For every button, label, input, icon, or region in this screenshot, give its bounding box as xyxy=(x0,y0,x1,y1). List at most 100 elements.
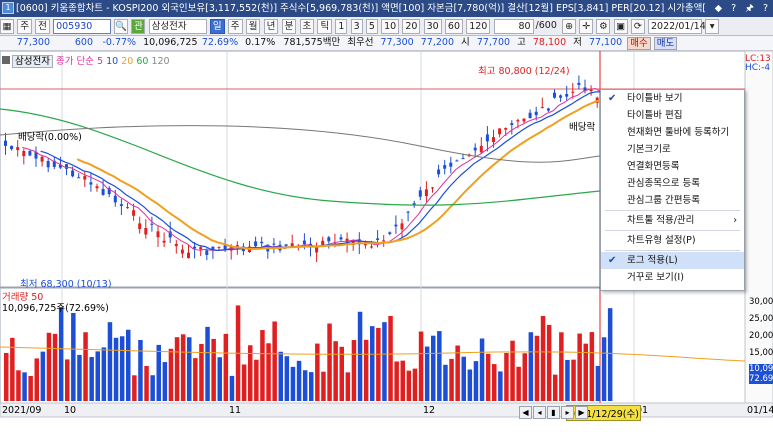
period-second[interactable]: 초 xyxy=(299,19,315,34)
volume-bar xyxy=(199,343,204,401)
volume-bar xyxy=(278,351,283,401)
ma20-line xyxy=(76,98,603,251)
volume-bar xyxy=(248,345,253,401)
nav-pause-icon[interactable]: ▮ xyxy=(547,406,560,419)
menu-item-add-watchlist[interactable]: 관심종목으로 등록 xyxy=(601,175,744,192)
volume-bar xyxy=(138,340,143,401)
menu-item-default-size[interactable]: 기본크기로 xyxy=(601,141,744,158)
refresh-icon[interactable]: ⟳ xyxy=(630,19,645,34)
x-axis-label-3: 12 xyxy=(423,405,436,416)
candle-body xyxy=(443,165,447,169)
menu-label: 관심종목으로 등록 xyxy=(627,178,700,189)
candle-body xyxy=(150,223,154,225)
volume-bar xyxy=(65,359,70,401)
chart-nav-buttons: ◀ ◂ ▮ ▸ ▶ xyxy=(519,406,589,419)
display-count-input[interactable]: 80 xyxy=(493,19,534,34)
interval-60[interactable]: 60 xyxy=(444,19,464,34)
menu-item-chart-tools[interactable]: 차트툴 적용/관리 › xyxy=(601,212,744,229)
interval-5[interactable]: 5 xyxy=(365,19,378,34)
volume-bar xyxy=(296,360,302,401)
menu-label: 차트툴 적용/관리 xyxy=(627,215,695,226)
volume-bar xyxy=(174,337,180,401)
chart-menu-icon[interactable]: ▦ xyxy=(0,19,14,34)
interval-3[interactable]: 3 xyxy=(350,19,363,34)
volume-axis-1: 25,000 xyxy=(749,314,773,324)
menu-label: 타이틀바 보기 xyxy=(627,93,683,104)
buy-button[interactable]: 매수 xyxy=(627,37,651,50)
window-controls[interactable]: ◆ ? 🖈 ? xyxy=(710,0,771,17)
volume-bar xyxy=(583,343,588,401)
nav-prev-icon[interactable]: ◂ xyxy=(533,406,546,419)
candle-body xyxy=(28,150,32,156)
stock-code-input[interactable]: 005930 xyxy=(53,19,112,34)
period-tick[interactable]: 틱 xyxy=(317,19,333,34)
interval-1[interactable]: 1 xyxy=(335,19,348,34)
calendar-icon[interactable]: ▾ xyxy=(705,19,720,34)
menu-item-invert[interactable]: 거꾸로 보기(I) xyxy=(601,269,744,286)
volume-bar xyxy=(510,340,515,401)
candle-body xyxy=(199,247,203,250)
volume-bar xyxy=(71,313,76,401)
volume-bar xyxy=(211,338,216,401)
interval-20[interactable]: 20 xyxy=(402,19,421,34)
date-input[interactable]: 2022/01/14 xyxy=(648,19,706,34)
favorite-icon[interactable]: 관 xyxy=(131,19,146,34)
candle-body xyxy=(449,162,453,167)
interval-10[interactable]: 10 xyxy=(381,19,400,34)
interval-30[interactable]: 30 xyxy=(423,19,442,34)
save-icon[interactable]: ▣ xyxy=(613,19,628,34)
price-change: 600 xyxy=(74,37,94,48)
candle-body xyxy=(290,243,294,247)
volume-bar xyxy=(516,366,521,401)
menu-item-titlebar-show[interactable]: ✔ 타이틀바 보기 xyxy=(601,90,744,107)
period-year[interactable]: 년 xyxy=(263,19,279,34)
volume-ma-line xyxy=(0,346,746,362)
x-axis-bar xyxy=(0,402,773,418)
period-day[interactable]: 일 xyxy=(209,19,225,34)
stock-name-field[interactable]: 삼성전자 xyxy=(148,19,207,34)
volume-bar xyxy=(126,329,131,401)
candle-body xyxy=(455,160,459,162)
candle-body xyxy=(174,243,178,247)
volume-bar xyxy=(89,357,94,401)
nav-first-icon[interactable]: ◀ xyxy=(519,406,532,419)
menu-item-chart-type[interactable]: 차트유형 설정(P) xyxy=(601,232,744,249)
sell-button[interactable]: 매도 xyxy=(653,37,678,50)
nav-last-icon[interactable]: ▶ xyxy=(575,406,588,419)
volume-value: 10,096,725 xyxy=(143,37,198,48)
legend-handle-icon[interactable] xyxy=(2,56,10,64)
period-type-select[interactable]: 주 xyxy=(17,19,32,34)
menu-item-titlebar-edit[interactable]: 타이틀바 편집 xyxy=(601,107,744,124)
market-select[interactable]: 전 xyxy=(35,19,50,34)
volume-legend: 거래량 50 xyxy=(2,289,43,303)
dividend-left-annotation: 배당락(0.00%) xyxy=(18,132,82,143)
menu-item-register-toolbar[interactable]: 현재화면 툴바에 등록하기 xyxy=(601,124,744,141)
menu-item-log-scale[interactable]: ✔ 로그 적용(L) xyxy=(601,252,744,269)
x-axis-label-5: 01/14 xyxy=(747,405,773,416)
volume-bar xyxy=(83,332,88,401)
menu-label: 차트유형 설정(P) xyxy=(627,235,696,246)
volume-bar xyxy=(473,361,479,401)
volume-bar xyxy=(150,375,155,401)
volume-bar xyxy=(492,364,497,401)
menu-item-link-screen[interactable]: 연결화면등록 xyxy=(601,158,744,175)
crosshair-icon[interactable]: ✛ xyxy=(579,19,594,34)
period-week[interactable]: 주 xyxy=(227,19,243,34)
period-month[interactable]: 월 xyxy=(245,19,261,34)
dividend-right-annotation: 배당락 xyxy=(569,122,596,133)
period-minute[interactable]: 분 xyxy=(281,19,297,34)
volume-bar xyxy=(229,375,235,401)
volume-bar xyxy=(528,332,534,401)
interval-120[interactable]: 120 xyxy=(466,19,491,34)
candle-body xyxy=(16,147,20,151)
settings-icon[interactable]: ⚙ xyxy=(596,19,611,34)
volume-bar xyxy=(321,371,326,401)
search-icon[interactable]: 🔍 xyxy=(114,19,129,34)
best-bid: 77,200 xyxy=(420,37,455,48)
menu-item-quick-group[interactable]: 관심그룹 간편등록 xyxy=(601,192,744,209)
zoom-icon[interactable]: ⊕ xyxy=(562,19,577,34)
legend-stock-name[interactable]: 삼성전자 xyxy=(12,55,53,68)
candle-body xyxy=(357,239,361,245)
low-price: 77,100 xyxy=(588,37,623,48)
nav-next-icon[interactable]: ▸ xyxy=(561,406,574,419)
